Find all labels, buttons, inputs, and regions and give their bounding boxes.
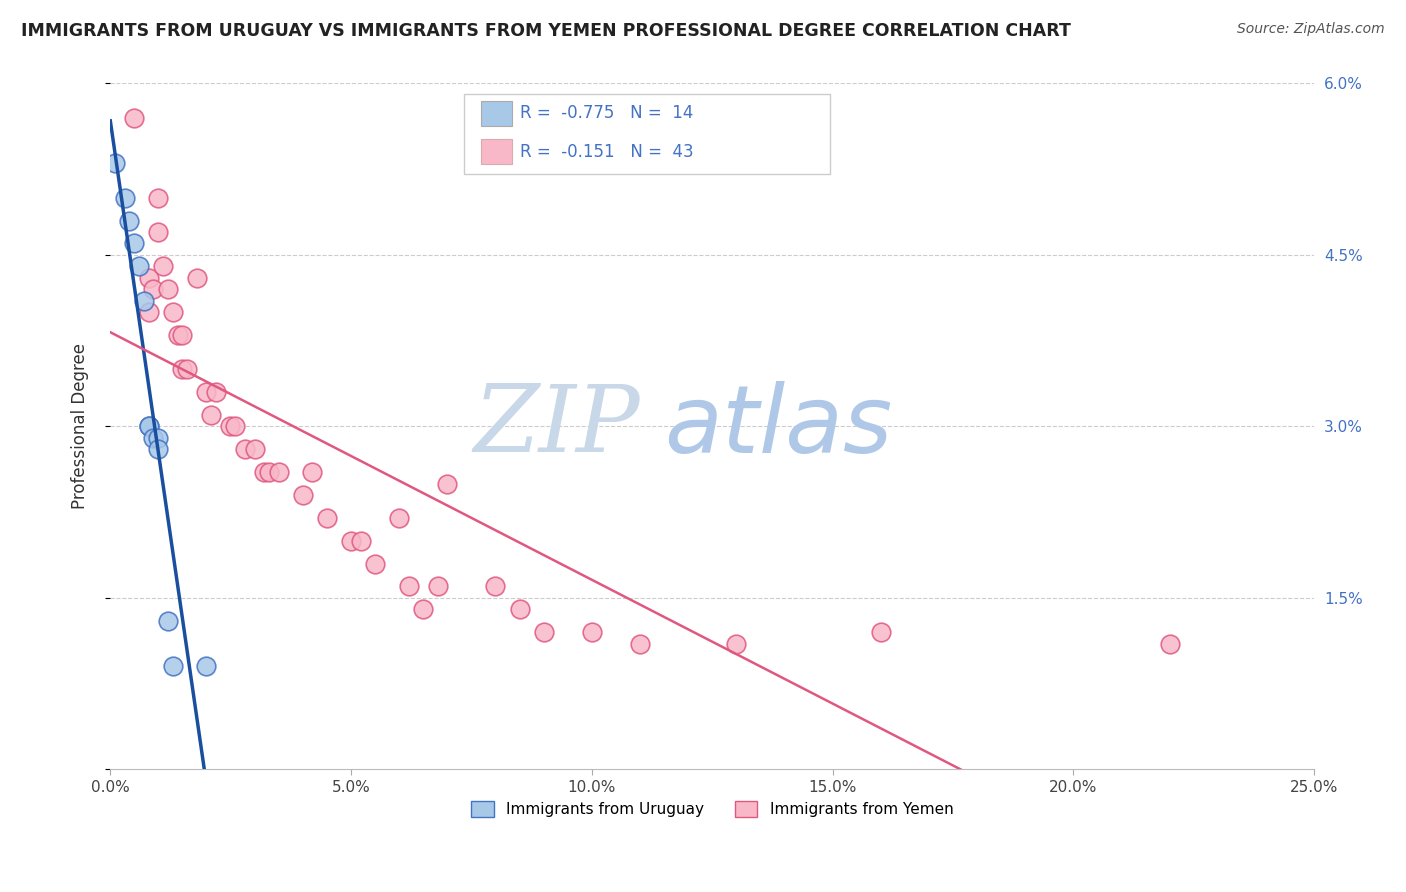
- Point: [257, 465, 280, 479]
- Point: [148, 191, 170, 205]
- Point: [176, 362, 198, 376]
- Point: [186, 270, 208, 285]
- Point: [172, 327, 194, 342]
- Text: R =  -0.151   N =  43: R = -0.151 N = 43: [520, 143, 693, 161]
- Text: IMMIGRANTS FROM URUGUAY VS IMMIGRANTS FROM YEMEN PROFESSIONAL DEGREE CORRELATION: IMMIGRANTS FROM URUGUAY VS IMMIGRANTS FR…: [21, 22, 1071, 40]
- Point: [436, 476, 458, 491]
- Point: [118, 213, 141, 227]
- Point: [162, 659, 184, 673]
- Point: [267, 465, 290, 479]
- Point: [364, 557, 387, 571]
- Point: [1159, 636, 1181, 650]
- Point: [138, 419, 160, 434]
- Point: [152, 260, 174, 274]
- Point: [172, 362, 194, 376]
- Point: [349, 533, 371, 548]
- Point: [508, 602, 530, 616]
- Point: [243, 442, 266, 457]
- Point: [148, 442, 170, 457]
- Point: [581, 625, 603, 640]
- Point: [138, 419, 160, 434]
- Point: [484, 579, 506, 593]
- Point: [138, 270, 160, 285]
- Point: [132, 293, 155, 308]
- Point: [533, 625, 555, 640]
- Point: [195, 385, 218, 400]
- Point: [725, 636, 748, 650]
- Point: [156, 282, 179, 296]
- Point: [315, 511, 337, 525]
- Point: [412, 602, 434, 616]
- Point: [340, 533, 363, 548]
- Point: [156, 614, 179, 628]
- Point: [869, 625, 891, 640]
- Point: [142, 431, 165, 445]
- Point: [388, 511, 411, 525]
- Point: [219, 419, 242, 434]
- Point: [628, 636, 651, 650]
- Point: [148, 431, 170, 445]
- Text: ZIP: ZIP: [474, 382, 640, 471]
- Point: [122, 111, 145, 125]
- Point: [205, 385, 228, 400]
- Point: [104, 156, 127, 170]
- Text: Source: ZipAtlas.com: Source: ZipAtlas.com: [1237, 22, 1385, 37]
- Point: [128, 260, 150, 274]
- Point: [291, 488, 314, 502]
- Point: [301, 465, 323, 479]
- Point: [122, 236, 145, 251]
- Point: [148, 225, 170, 239]
- Text: atlas: atlas: [664, 381, 893, 472]
- Point: [138, 305, 160, 319]
- Point: [142, 282, 165, 296]
- Point: [166, 327, 188, 342]
- Point: [114, 191, 136, 205]
- Point: [224, 419, 246, 434]
- Y-axis label: Professional Degree: Professional Degree: [72, 343, 89, 509]
- Point: [200, 408, 222, 422]
- Point: [233, 442, 256, 457]
- Text: R =  -0.775   N =  14: R = -0.775 N = 14: [520, 104, 693, 122]
- Point: [253, 465, 276, 479]
- Point: [426, 579, 449, 593]
- Legend: Immigrants from Uruguay, Immigrants from Yemen: Immigrants from Uruguay, Immigrants from…: [465, 795, 959, 823]
- Point: [162, 305, 184, 319]
- Point: [195, 659, 218, 673]
- Point: [398, 579, 420, 593]
